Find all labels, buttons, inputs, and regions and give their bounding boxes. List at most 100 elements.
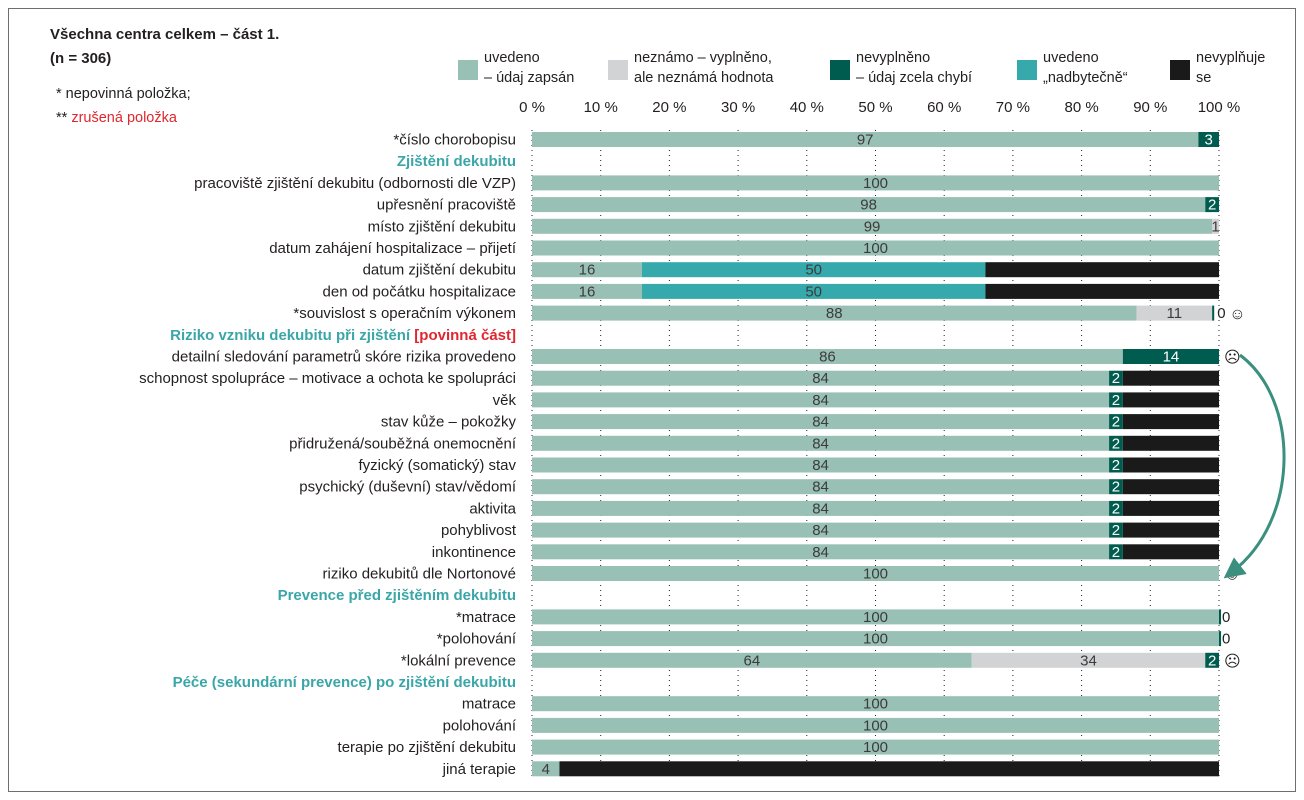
bar-segment-chybi: [1109, 522, 1123, 538]
bar-value-label: 100: [863, 609, 888, 626]
bar-segment-chybi: [1109, 435, 1123, 451]
legend-swatch-nadbytecne: [1017, 60, 1037, 80]
row-label: datum zahájení hospitalizace – přijetí: [269, 240, 517, 257]
x-tick-label: 20 %: [652, 99, 686, 116]
legend-label-nevyplnuje-1: nevyplňuje: [1196, 50, 1265, 66]
bar-segment-zapsano: [532, 132, 1199, 147]
bar-value-label: 2: [1112, 435, 1120, 452]
bar-value-label: 2: [1112, 500, 1120, 517]
chart-title: Všechna centra celkem – část 1.: [50, 26, 280, 43]
bar-segment-nevyplnuje: [1122, 500, 1219, 516]
bar-segment-zapsano: [532, 717, 1219, 733]
bar-value-label: 86: [819, 349, 836, 366]
row-label: den od počátku hospitalizace: [323, 283, 516, 300]
row-label: detailní sledování parametrů skóre rizik…: [172, 349, 516, 366]
x-axis: 0 % 10 % 20 % 30 % 40 % 50 % 60 % 70 % 80 % 90 % 1…: [519, 99, 1240, 116]
bar-segment-zapsano: [532, 739, 1219, 755]
bar-value-label: 84: [812, 370, 829, 387]
bar-end-label: 0: [1222, 609, 1230, 626]
section-heading-text: Péče (sekundární prevence) po zjištění d…: [173, 674, 516, 691]
bar-value-label: 100: [863, 566, 888, 583]
bar-value-label: 34: [1080, 652, 1097, 669]
bar-segment-nezname: [971, 652, 1206, 668]
x-tick-label: 60 %: [927, 99, 961, 116]
legend-label-zapsano-1: uvedeno: [484, 50, 540, 66]
bar-value-label: 3: [1205, 132, 1213, 149]
section-heading-required: [povinná část]: [410, 327, 516, 344]
bar-segment-zapsano: [532, 566, 1219, 581]
bar-segment-nevyplnuje: [1122, 370, 1219, 386]
bar-segment-zapsano: [532, 457, 1110, 473]
x-tick-label: 70 %: [996, 99, 1030, 116]
bar-segment-nevyplnuje: [985, 283, 1219, 299]
row-label: fyzický (somatický) stav: [358, 457, 516, 474]
legend-label-chybi-1: nevyplněno: [856, 50, 930, 66]
smiley-icon: ☺: [1229, 306, 1245, 323]
frowny-icon: ☹: [1224, 350, 1241, 367]
row-label: věk: [493, 392, 517, 409]
bar-segment-chybi: [1219, 609, 1222, 625]
bar-segment-zapsano: [532, 544, 1110, 560]
x-tick-label: 0 %: [519, 99, 545, 116]
bar-value-label: 84: [812, 392, 829, 409]
bar-segment-nevyplnuje: [1122, 479, 1219, 495]
bar-segment-chybi: [1109, 544, 1123, 560]
note-cancelled-prefix: **: [56, 110, 72, 126]
bar-end-label: 0: [1222, 631, 1230, 648]
bar-segment-nevyplnuje: [559, 761, 1219, 777]
legend-label-nadbytecne-1: uvedeno: [1043, 50, 1099, 66]
bar-segment-nevyplnuje: [1122, 392, 1219, 408]
bar-value-label: 84: [812, 414, 829, 431]
x-tick-label: 100 %: [1198, 99, 1241, 116]
legend: uvedeno – údaj zapsán neznámo – vyplněno, a…: [458, 50, 1265, 86]
row-label: pracoviště zjištění dekubitu (odbornosti…: [194, 175, 516, 192]
bar-segment-zapsano: [532, 240, 1219, 256]
bar-value-label: 100: [863, 739, 888, 756]
legend-swatch-zapsano: [458, 60, 478, 80]
bar-value-label: 2: [1112, 522, 1120, 539]
bar-value-label: 100: [863, 717, 888, 734]
frowny-icon: ☹: [1224, 653, 1241, 670]
bar-value-label: 50: [805, 283, 822, 300]
bar-segment-zapsano: [532, 696, 1219, 712]
bar-value-label: 100: [863, 240, 888, 257]
bar-segment-nezname: [1136, 305, 1213, 321]
section-heading-text: Riziko vzniku dekubitu při zjištění: [170, 327, 411, 344]
bar-value-label: 2: [1112, 457, 1120, 474]
legend-label-chybi-2: – údaj zcela chybí: [856, 70, 972, 86]
bar-value-label: 84: [812, 522, 829, 539]
row-label: *číslo chorobopisu: [393, 132, 516, 149]
bar-segment-chybi: [1109, 457, 1123, 473]
gridlines: [531, 130, 1220, 778]
bar-segment-zapsano: [532, 631, 1219, 647]
row-label: *lokální prevence: [401, 652, 516, 669]
bar-value-label: 84: [812, 544, 829, 561]
bar-value-label: 4: [542, 761, 550, 778]
row-label: místo zjištění dekubitu: [368, 218, 516, 235]
x-tick-label: 50 %: [858, 99, 892, 116]
bar-value-label: 2: [1112, 479, 1120, 496]
section-heading: Zjištění dekubitu: [397, 153, 516, 170]
row-labels: *číslo chorobopisu Zjištění dekubitu praco…: [139, 132, 517, 778]
bar-segment-zapsano: [532, 349, 1123, 364]
legend-label-nevyplnuje-2: se: [1196, 70, 1211, 86]
bar-value-label: 64: [743, 652, 760, 669]
section-heading: Péče (sekundární prevence) po zjištění d…: [173, 674, 516, 691]
bar-segment-zapsano: [532, 435, 1110, 451]
section-heading: Riziko vzniku dekubitu při zjištění [pov…: [170, 327, 516, 344]
bar-value-label: 84: [812, 457, 829, 474]
legend-swatch-nezname: [608, 60, 628, 80]
bar-segment-chybi: [1205, 197, 1219, 213]
bar-segment-nadbytecne: [641, 283, 986, 299]
bar-value-label: 84: [812, 435, 829, 452]
bar-value-label: 100: [863, 696, 888, 713]
bar-segment-chybi: [1198, 132, 1219, 147]
bar-segment-zapsano: [532, 761, 560, 777]
bar-value-label: 98: [860, 197, 877, 214]
bar-segment-nevyplnuje: [1122, 414, 1219, 430]
bar-segment-nezname: [1212, 218, 1219, 234]
bar-segment-zapsano: [532, 609, 1219, 625]
x-tick-label: 10 %: [584, 99, 618, 116]
